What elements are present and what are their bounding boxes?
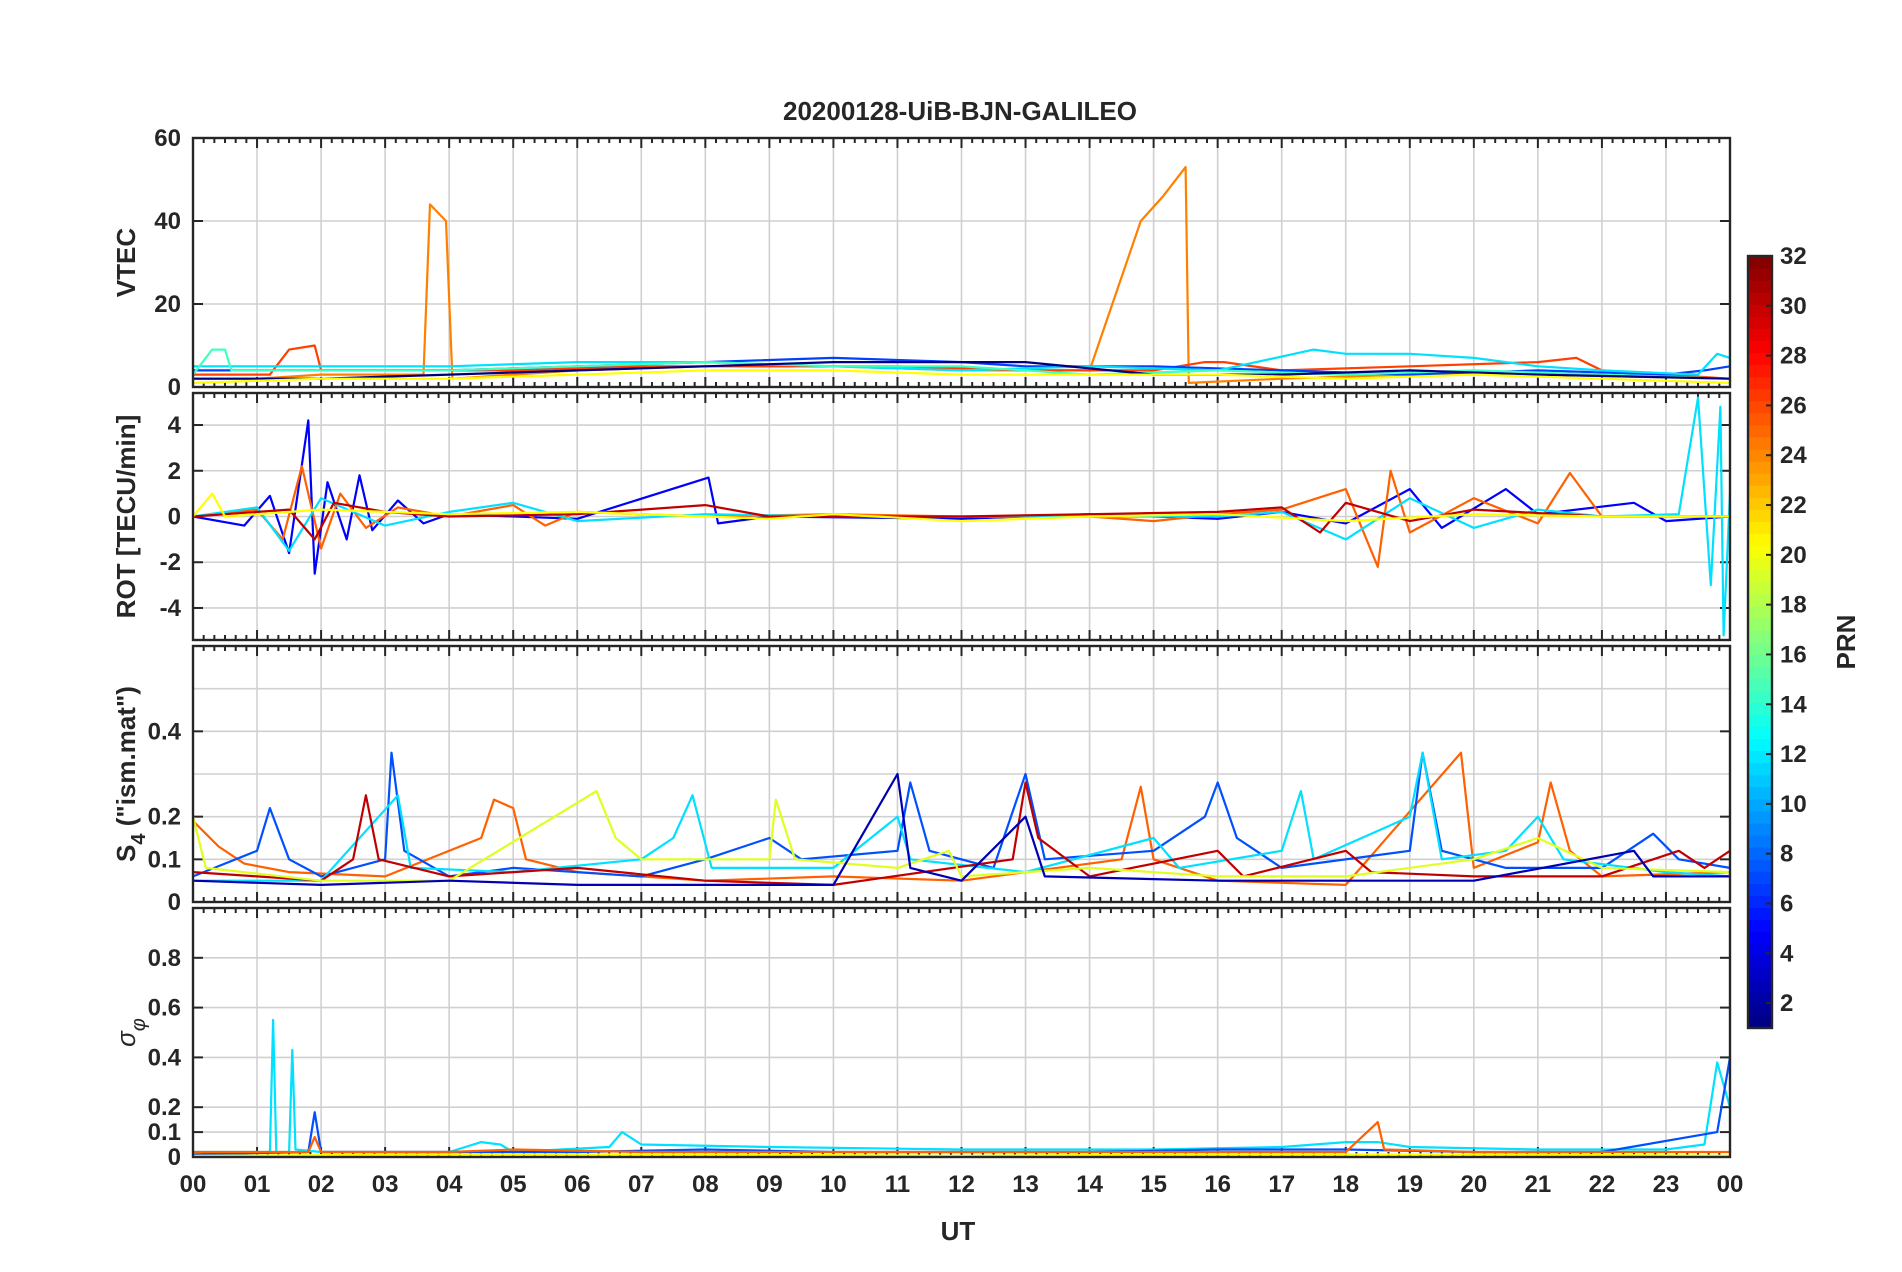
series-line-prn-25 (193, 1121, 1730, 1154)
colorbar-tick-label: 30 (1780, 293, 1807, 320)
series-line-prn-12 (193, 396, 1730, 637)
x-tick-label: 05 (500, 1171, 527, 1198)
y-tick-label: -2 (160, 549, 181, 576)
panel-frame (191, 136, 1732, 389)
y-tick-label: 2 (168, 458, 181, 485)
y-axis-label: σφ (111, 1018, 150, 1047)
panel-3: 0 0.1 0.2 0.4S4 ("ism.mat") (111, 644, 1732, 916)
colorbar-tick-label: 4 (1780, 940, 1794, 967)
y-tick-label: 0 (168, 1144, 181, 1171)
y-tick-label: 0 (168, 889, 181, 916)
colorbar-tick-label: 2 (1780, 990, 1793, 1017)
y-tick-label: 0.1 (148, 1119, 181, 1146)
series-line-prn-20 (193, 492, 1730, 523)
x-tick-label: 17 (1268, 1171, 1295, 1198)
x-tick-label: 09 (756, 1171, 783, 1198)
x-tick-label: 13 (1012, 1171, 1039, 1198)
colorbar-tick-label: 16 (1780, 641, 1807, 668)
y-axis-label: S4 ("ism.mat") (111, 686, 150, 862)
colorbar-label: PRN (1831, 615, 1861, 670)
colorbar-tick-label: 32 (1780, 243, 1807, 270)
colorbar-tick-label: 26 (1780, 392, 1807, 419)
panel-frame (191, 906, 1732, 1159)
x-tick-label: 21 (1525, 1171, 1552, 1198)
y-tick-label: -4 (160, 595, 182, 622)
series-line-prn-12 (193, 1018, 1730, 1154)
x-tick-label: 14 (1076, 1171, 1103, 1198)
y-tick-label: 4 (168, 412, 182, 439)
x-tick-label: 16 (1204, 1171, 1231, 1198)
x-axis: 00 01 02 03 04 05 06 07 08 09 10 11 12 13 14 15 16 17 18 19… (180, 1171, 1744, 1198)
panel-1: 0 20 40 60 VTEC (111, 125, 1732, 401)
series-line-prn-1 (193, 361, 1730, 380)
colorbar-tick-label: 20 (1780, 542, 1807, 569)
y-tick-label: 40 (154, 208, 181, 235)
x-tick-label: 18 (1332, 1171, 1359, 1198)
x-tick-label: 04 (436, 1171, 463, 1198)
x-tick-label: 01 (244, 1171, 271, 1198)
y-tick-label: 0.1 (148, 846, 181, 873)
colorbar-frame (1746, 254, 1774, 1030)
series-line-prn-12 (193, 348, 1730, 376)
x-tick-label: 07 (628, 1171, 655, 1198)
y-tick-label: 0.2 (148, 804, 181, 831)
chart-title: 20200128-UiB-BJN-GALILEO (783, 96, 1137, 126)
series-line-prn-19 (193, 369, 1730, 384)
x-tick-label: 08 (692, 1171, 719, 1198)
y-tick-label: 0 (168, 504, 181, 531)
y-tick-label: 0.4 (148, 718, 182, 745)
y-tick-label: 0 (168, 374, 181, 401)
colorbar-tick-label: 28 (1780, 343, 1807, 370)
y-tick-label: 0.8 (148, 945, 181, 972)
panel-4: 00.10.2 0.4 0.6 0.8 σφ (111, 906, 1732, 1171)
colorbar-tick-label: 22 (1780, 492, 1807, 519)
colorbar-tick-label: 10 (1780, 791, 1807, 818)
x-tick-label: 00 (180, 1171, 207, 1198)
y-tick-label: 0.4 (148, 1044, 182, 1071)
x-tick-label: 11 (885, 1171, 910, 1198)
x-tick-label: 00 (1717, 1171, 1744, 1198)
colorbar-tick-label: 24 (1780, 442, 1807, 469)
x-tick-label: 20 (1460, 1171, 1487, 1198)
y-axis-label: ROT [TECU/min] (111, 415, 141, 619)
y-tick-label: 20 (154, 291, 181, 318)
x-tick-label: 02 (308, 1171, 335, 1198)
colorbar-tick-label: 12 (1780, 741, 1807, 768)
panel-2: -4 -2 0 2 4 ROT [TECU/min] (111, 391, 1732, 642)
series-line-prn-2 (193, 772, 1730, 886)
x-tick-label: 06 (564, 1171, 591, 1198)
x-tick-label: 12 (948, 1171, 975, 1198)
x-tick-label: 10 (820, 1171, 847, 1198)
colorbar-tick-label: 6 (1780, 890, 1793, 917)
colorbar-tick-label: 18 (1780, 592, 1807, 619)
y-tick-label: 0.2 (148, 1094, 181, 1121)
colorbar-tick-label: 8 (1780, 841, 1793, 868)
x-axis-label: UT (941, 1216, 976, 1246)
series-line-prn-30 (193, 781, 1730, 886)
x-tick-label: 23 (1653, 1171, 1680, 1198)
panel-frame (191, 391, 1732, 642)
x-tick-label: 03 (372, 1171, 399, 1198)
x-tick-label: 22 (1589, 1171, 1616, 1198)
series-line-prn-30 (193, 501, 1730, 541)
colorbar-tick-label: 14 (1780, 691, 1807, 718)
y-axis-label: VTEC (111, 228, 141, 298)
x-tick-label: 19 (1396, 1171, 1423, 1198)
y-tick-label: 0.6 (148, 995, 181, 1022)
x-tick-label: 15 (1140, 1171, 1167, 1198)
panel-frame (191, 644, 1732, 904)
y-tick-label: 60 (154, 125, 181, 152)
